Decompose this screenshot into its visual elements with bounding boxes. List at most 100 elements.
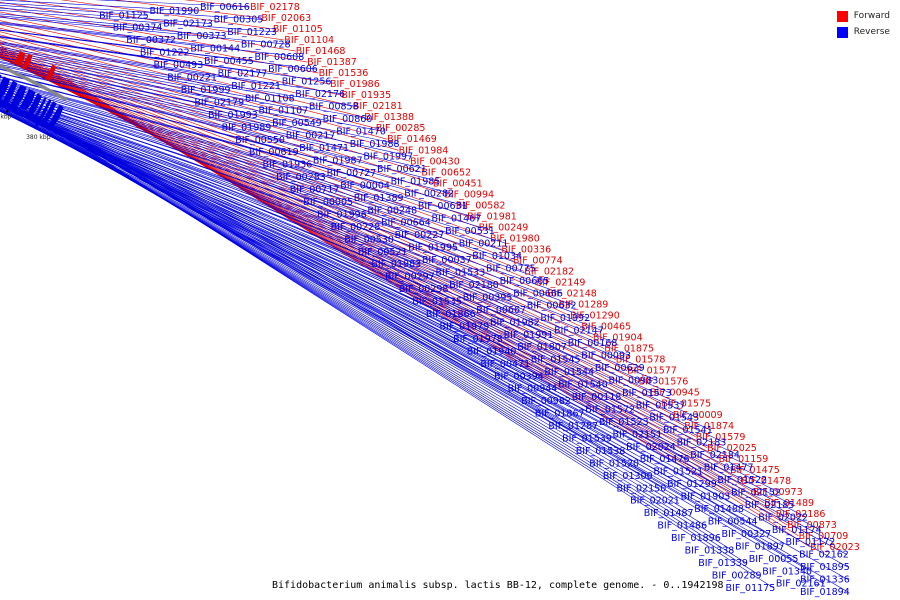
reverse-gene-label: BIF_02180 [449, 280, 499, 291]
reverse-gene-label: BIF_00667 [476, 305, 526, 316]
forward-leader-line [0, 16, 331, 85]
reverse-gene-label: BIF_00632 [527, 301, 577, 312]
reverse-gene-label: BIF_01991 [504, 330, 554, 341]
forward-leader-line [0, 42, 422, 173]
reverse-gene-label: BIF_01992 [540, 313, 590, 324]
reverse-leader-line [0, 15, 225, 37]
reverse-leader-line [0, 76, 453, 194]
reverse-leader-line [0, 99, 616, 344]
reverse-leader-line [11, 104, 848, 555]
reverse-gene-label: BIF_00327 [722, 529, 772, 540]
reverse-leader-line [0, 54, 307, 111]
reverse-gene-label: BIF_01979 [440, 322, 490, 333]
reverse-gene-label: BIF_00395 [463, 292, 513, 303]
reverse-gene-label: BIF_01488 [694, 504, 744, 515]
reverse-gene-label: BIF_01988 [350, 139, 400, 150]
forward-gene [14, 50, 26, 66]
forward-gene-label: BIF_01935 [341, 90, 391, 101]
reverse-leader-line [0, 29, 188, 53]
forward-leader-line [0, 20, 342, 96]
reverse-gene-label: BIF_01471 [299, 143, 349, 154]
forward-leader-line [0, 46, 731, 471]
reverse-leader-line [0, 101, 692, 514]
reverse-gene-label: BIF_01573 [622, 388, 672, 399]
reverse-gene-label: BIF_00037 [422, 255, 472, 266]
reverse-leader-line [0, 65, 412, 157]
reverse-gene [41, 101, 57, 125]
reverse-gene-label: BIF_01520 [589, 458, 639, 469]
reverse-gene-label: BIF_01300 [603, 471, 653, 482]
reverse-gene-label: BIF_01522 [717, 475, 767, 486]
reverse-gene-label: BIF_01940 [467, 346, 517, 357]
reverse-leader-line [0, 91, 535, 269]
reverse-gene-label: BIF_00118 [572, 392, 622, 403]
forward-gene-label: BIF_01536 [319, 68, 369, 79]
reverse-gene-label: BIF_00211 [459, 239, 509, 250]
reverse-leader-line [0, 35, 330, 82]
reverse-gene-label: BIF_01895 [800, 562, 850, 573]
forward-leader-line [0, 56, 536, 283]
forward-gene-label: BIF_01159 [719, 454, 769, 465]
gene-labels: BIF_02178BIF_02063BIF_01105BIF_01104BIF_… [99, 2, 860, 598]
reverse-leader-line [0, 5, 148, 16]
reverse-gene-label: BIF_01999 [181, 85, 231, 96]
forward-gene-label: BIF_02178 [250, 2, 300, 13]
reverse-leader-line [0, 107, 624, 452]
reverse-gene-label: BIF_00544 [708, 517, 758, 528]
forward-leader-line [0, 11, 319, 74]
forward-gene-label: BIF_01579 [696, 432, 746, 443]
reverse-gene-label: BIF_00550 [235, 135, 285, 146]
reverse-gene-label: BIF_02152 [731, 487, 781, 498]
reverse-gene-label: BIF_00221 [167, 73, 217, 84]
reverse-gene-label: BIF_00717 [290, 185, 340, 196]
reverse-gene-label: BIF_00621 [377, 164, 427, 175]
reverse-gene-label: BIF_00228 [331, 222, 381, 233]
reverse-gene-label: BIF_01521 [653, 467, 703, 478]
reverse-gene-label: BIF_01467 [432, 214, 482, 225]
forward-leader-line [0, 57, 548, 294]
reverse-gene-label: BIF_01936 [263, 160, 313, 171]
reverse-gene-label: BIF_01221 [231, 81, 281, 92]
reverse-gene-label: BIF_02184 [690, 450, 740, 461]
forward-leader-line [0, 56, 525, 272]
reverse-gene [10, 84, 27, 108]
forward-gene-label: BIF_01104 [284, 35, 334, 46]
reverse-leader-line [0, 10, 276, 33]
reverse-gene-label: BIF_00521 [358, 247, 408, 258]
forward-gene-label: BIF_00285 [376, 123, 426, 134]
reverse-gene [31, 96, 47, 123]
marker-dot [5, 110, 9, 113]
reverse-leader-line [0, 51, 371, 120]
reverse-gene-label: BIF_00298 [399, 284, 449, 295]
reverse-leader-line [0, 98, 603, 331]
reverse-gene-label: BIF_01544 [544, 367, 594, 378]
reverse-gene-label: BIF_01543 [649, 413, 699, 424]
forward-gene-label: BIF_01387 [307, 57, 357, 68]
forward-gene [0, 42, 1, 46]
reverse-gene-label: BIF_01470 [336, 127, 386, 138]
reverse-gene-label: BIF_00666 [513, 288, 563, 299]
genome-caption: Bifidobacterium animalis subsp. lactis B… [272, 580, 724, 591]
forward-gene-label: BIF_01578 [616, 355, 666, 366]
reverse-gene-label: BIF_00608 [255, 52, 305, 63]
reverse-gene-label: BIF_00665 [500, 276, 550, 287]
reverse-gene-label: BIF_02173 [163, 19, 213, 30]
reverse-gene-label: BIF_00983 [609, 375, 659, 386]
reverse-gene-label: BIF_00227 [395, 230, 445, 241]
forward-gene [22, 53, 33, 70]
reverse-gene [0, 74, 2, 80]
reverse-gene-label: BIF_00531 [445, 226, 495, 237]
reverse-leader-line [0, 110, 515, 352]
reverse-leader-line [0, 84, 494, 232]
forward-gene-label: BIF_01468 [296, 46, 346, 57]
reverse-gene [48, 104, 64, 129]
reverse-gene-label: BIF_00606 [268, 64, 318, 75]
reverse-leader-line [0, 87, 507, 244]
reverse-gene-label: BIF_00860 [323, 114, 373, 125]
reverse-gene-label: BIF_01982 [490, 317, 540, 328]
reverse-leader-line [0, 62, 257, 116]
reverse-gene-label: BIF_00727 [327, 168, 377, 179]
reverse-leader-line [37, 117, 825, 584]
forward-gene-label: BIF_01575 [661, 399, 711, 410]
forward-leader-line [0, 52, 674, 416]
